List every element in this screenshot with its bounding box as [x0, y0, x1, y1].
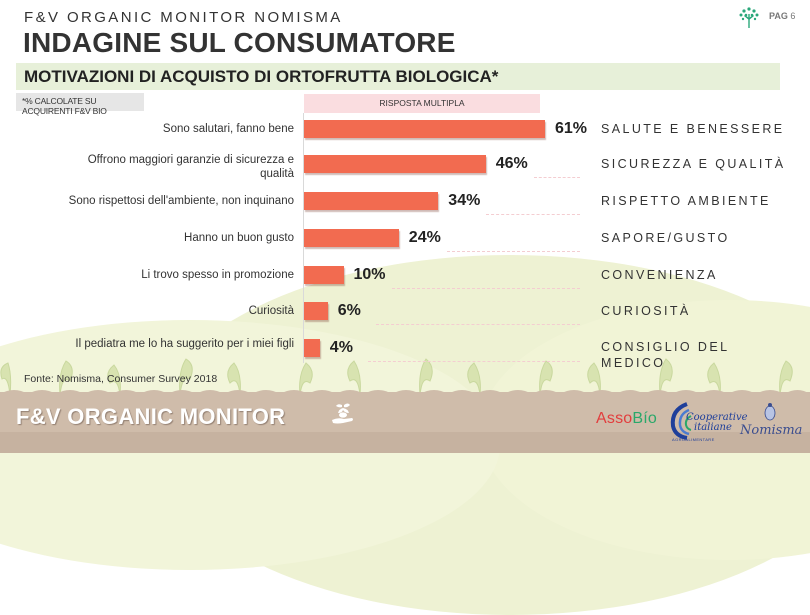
hand-sprout-icon	[332, 403, 353, 424]
page-number: PAG 6	[769, 11, 795, 21]
assobio-logo-part1: Asso	[596, 410, 633, 427]
assobio-logo: AssoBío	[596, 410, 657, 428]
ground-footer-band	[0, 432, 810, 453]
bar-value: 46%	[495, 155, 528, 172]
cooperative-logo-text: Cooperative italiane	[686, 413, 748, 433]
note-box: *% CALCOLATE SU ACQUIRENTI F&V BIO	[16, 93, 144, 116]
plant-logo-icon	[739, 7, 759, 28]
bar	[304, 339, 320, 357]
page-number-value: 6	[790, 11, 796, 21]
bar-value: 24%	[408, 229, 441, 246]
cooperative-logo-line1: Cooperative	[686, 412, 748, 423]
bar-value: 6%	[337, 302, 361, 319]
bar-value: 10%	[353, 266, 386, 283]
footer-brand: F&V ORGANIC MONITOR	[16, 404, 286, 429]
bar	[304, 266, 344, 284]
bar	[304, 229, 399, 247]
bar	[304, 192, 439, 210]
bar	[304, 302, 328, 320]
section-title: MOTIVAZIONI DI ACQUISTO DI ORTOFRUTTA BI…	[24, 67, 499, 86]
row-guide-line	[391, 288, 580, 289]
category-label: SALUTE E BENESSERE	[601, 122, 785, 136]
source-note: Fonte: Nomisma, Consumer Survey 2018	[24, 373, 218, 385]
page-title: INDAGINE SUL CONSUMATORE	[23, 27, 456, 58]
row-guide-line	[446, 251, 580, 252]
cooperative-logo-icon	[670, 402, 692, 440]
section-title-bar: MOTIVAZIONI DI ACQUISTO DI ORTOFRUTTA BI…	[16, 63, 780, 90]
category-label: SICUREZZA E QUALITÀ	[601, 157, 786, 171]
row-label: Offrono maggiori garanzie di sicurezza e…	[87, 154, 294, 180]
bar-value: 61%	[554, 120, 587, 137]
bar	[304, 155, 486, 173]
row-guide-line	[367, 361, 580, 362]
category-label: SAPORE/GUSTO	[601, 231, 730, 245]
row-guide-line	[486, 214, 580, 215]
note-text: *% CALCOLATE SU ACQUIRENTI F&V BIO	[22, 96, 107, 116]
nomisma-logo: Nomisma	[740, 423, 803, 438]
row-label: Sono rispettosi dell'ambiente, non inqui…	[68, 195, 294, 207]
assobio-logo-part2: Bío	[632, 410, 657, 427]
chart-row: Hanno un buon gusto 24% SAPORE/GUSTO	[0, 226, 810, 256]
chart-row: Curiosità 6% CURIOSITÀ	[0, 299, 810, 329]
row-guide-line	[533, 177, 580, 178]
category-label: RISPETTO AMBIENTE	[601, 194, 771, 208]
chart-row: Sono salutari, fanno bene 61% SALUTE E BEN…	[0, 117, 810, 147]
chart-row: Il pediatra me lo ha suggerito per i mie…	[0, 336, 810, 370]
category-label: CONSIGLIO DEL MEDICO	[601, 340, 729, 370]
row-label: Curiosità	[248, 305, 294, 317]
cooperative-logo-sub: AGROALIMENTARE	[672, 437, 715, 442]
multi-response-label: RISPOSTA MULTIPLA	[379, 98, 465, 108]
category-label: CONVENIENZA	[601, 268, 718, 282]
bar-value: 4%	[329, 339, 353, 356]
header-subtitle: F&V ORGANIC MONITOR NOMISMA	[24, 9, 343, 26]
chart-row: Offrono maggiori garanzie di sicurezza e…	[0, 152, 810, 182]
nomisma-emblem-icon	[764, 403, 776, 421]
page-label: PAG	[769, 11, 788, 21]
bar	[304, 120, 545, 138]
cooperative-logo-line2: italiane	[694, 422, 732, 433]
row-label: Il pediatra me lo ha suggerito per i mie…	[75, 338, 294, 350]
row-label: Hanno un buon gusto	[184, 232, 294, 244]
row-label: Li trovo spesso in promozione	[141, 269, 294, 281]
row-guide-line	[375, 324, 580, 325]
chart-row: Li trovo spesso in promozione 10% CONVENIE…	[0, 263, 810, 293]
row-label: Sono salutari, fanno bene	[162, 123, 294, 135]
sprouts-decoration	[0, 358, 793, 395]
multi-response-header: RISPOSTA MULTIPLA	[304, 94, 540, 113]
category-label: CURIOSITÀ	[601, 304, 691, 318]
chart-axis	[303, 113, 304, 363]
bar-value: 34%	[448, 192, 481, 209]
chart-row: Sono rispettosi dell'ambiente, non inqui…	[0, 189, 810, 219]
